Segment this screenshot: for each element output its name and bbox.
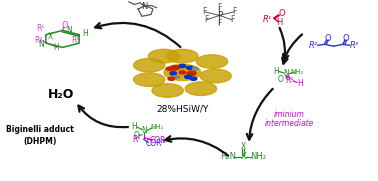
Text: O: O [342,33,349,43]
Text: F: F [217,19,222,28]
Ellipse shape [164,64,201,81]
Text: H₂N: H₂N [220,152,237,161]
Text: F: F [204,15,209,24]
Text: intermediate: intermediate [265,119,314,129]
Ellipse shape [185,82,217,96]
Ellipse shape [133,58,165,72]
Circle shape [179,71,186,74]
Circle shape [186,66,193,70]
Circle shape [170,72,177,75]
Text: R²: R² [34,36,43,45]
Circle shape [166,67,173,70]
Text: H: H [82,29,88,38]
Ellipse shape [167,49,198,63]
Text: H: H [53,43,59,52]
Circle shape [174,75,180,78]
Text: O: O [61,20,68,30]
Text: H: H [132,122,137,131]
Ellipse shape [196,55,228,68]
Text: O: O [324,33,331,43]
Text: R³: R³ [350,41,359,50]
Text: F: F [202,7,207,16]
Text: COR³: COR³ [146,139,166,148]
Text: X: X [240,152,246,161]
Text: O: O [133,131,139,140]
Text: N: N [39,41,44,49]
Text: N: N [142,2,148,11]
Text: H₂O: H₂O [48,88,74,101]
Ellipse shape [152,84,183,97]
Text: N: N [141,126,147,135]
Text: NH₂: NH₂ [250,152,266,161]
Text: X: X [48,32,53,41]
Text: F: F [230,15,234,24]
Circle shape [192,67,198,70]
Text: R¹: R¹ [71,37,80,45]
Text: 28%HSiW/Y: 28%HSiW/Y [156,105,209,114]
Text: N: N [66,26,72,35]
Text: P: P [217,11,222,20]
Text: R¹: R¹ [36,24,45,33]
Text: H: H [276,18,283,27]
Text: H: H [274,67,279,76]
Text: R¹: R¹ [263,14,272,24]
Ellipse shape [148,49,180,63]
Circle shape [190,77,197,80]
Text: H: H [297,79,303,88]
Text: NH₂: NH₂ [290,69,304,75]
Text: F: F [217,3,222,12]
Ellipse shape [200,69,231,83]
Circle shape [187,71,196,75]
Text: X: X [241,142,246,151]
Text: O: O [279,9,285,18]
Circle shape [170,66,180,70]
Text: O: O [277,75,283,84]
Text: COR²: COR² [150,136,169,145]
Text: R²: R² [309,41,318,50]
Text: Biginelli adduct: Biginelli adduct [6,125,74,134]
Text: R¹: R¹ [285,76,294,85]
Text: F: F [232,7,236,16]
Circle shape [179,64,186,68]
Circle shape [184,75,191,79]
Ellipse shape [133,73,165,87]
Text: iminium: iminium [274,110,305,119]
Circle shape [168,77,175,80]
Text: (DHPM): (DHPM) [24,137,57,146]
Text: NH₂: NH₂ [150,124,163,130]
Text: R¹: R¹ [132,135,141,144]
Text: N: N [283,69,289,78]
